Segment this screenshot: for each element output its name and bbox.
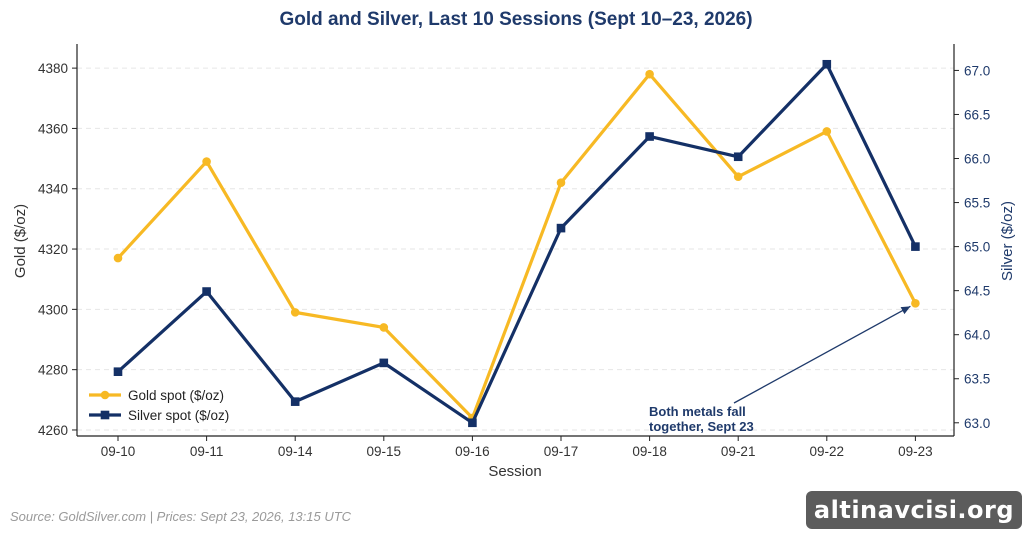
- x-tick-label: 09-14: [278, 444, 313, 459]
- data-point-gold: [911, 299, 920, 308]
- series-line-silver: [116, 62, 917, 425]
- data-point-silver: [113, 367, 123, 376]
- x-tick-label: 09-16: [455, 444, 490, 459]
- series-group: [113, 59, 920, 428]
- watermark-logo: altinavcisi.org: [806, 491, 1022, 529]
- x-tick-label: 09-21: [721, 444, 756, 459]
- annotation: Both metals fall together, Sept 23: [649, 305, 911, 434]
- data-point-silver: [202, 287, 211, 296]
- annotation-arrowhead: [900, 306, 911, 315]
- x-tick-label: 09-11: [190, 444, 224, 459]
- series-line-gold: [116, 72, 917, 420]
- y-tick-label-right: 65.5: [964, 196, 990, 211]
- y-tick-label-right: 65.0: [964, 240, 990, 255]
- annotation-line-2: together, Sept 23: [649, 419, 754, 434]
- legend: Gold spot ($/oz) Silver spot ($/oz): [89, 388, 229, 423]
- annotation-line-1: Both metals fall: [649, 404, 746, 419]
- y-tick-label-right: 66.5: [964, 107, 990, 122]
- legend-label: Gold spot ($/oz): [128, 388, 224, 403]
- data-point-silver: [468, 418, 477, 428]
- y-tick-label-left: 4280: [38, 363, 68, 378]
- chart-title: Gold and Silver, Last 10 Sessions (Sept …: [279, 9, 752, 30]
- data-point-silver: [290, 397, 300, 406]
- data-point-gold: [113, 253, 123, 263]
- x-tick-label: 09-17: [544, 444, 579, 459]
- data-point-gold: [290, 308, 300, 317]
- y-tick-label-right: 67.0: [964, 63, 990, 78]
- data-point-gold: [822, 127, 832, 136]
- data-point-gold: [202, 157, 211, 166]
- x-tick-label: 09-22: [810, 444, 845, 459]
- y-tick-label-left: 4360: [38, 121, 68, 136]
- y-tick-label-right: 64.0: [964, 328, 990, 343]
- source-note: Source: GoldSilver.com | Prices: Sept 23…: [10, 509, 352, 524]
- grid: [77, 67, 954, 431]
- data-point-silver: [822, 59, 832, 69]
- data-point-silver: [556, 223, 566, 233]
- y-tick-label-right: 63.5: [964, 372, 990, 387]
- y-tick-label-left: 4300: [38, 302, 68, 317]
- data-point-gold: [379, 323, 389, 332]
- y-tick-label-right: 64.5: [964, 284, 990, 299]
- x-tick-label: 09-18: [632, 444, 667, 459]
- legend-marker: [100, 390, 110, 400]
- x-tick-label: 09-23: [898, 444, 933, 459]
- y-tick-label-left: 4260: [38, 423, 68, 438]
- data-point-silver: [645, 132, 654, 141]
- legend-marker: [100, 410, 110, 420]
- y-axis-label-left: Gold ($/oz): [12, 204, 29, 278]
- ticks: 4260 4280 4300 4320 4340 4360 4380 63.0 63.5 64.0…: [38, 61, 990, 459]
- data-point-silver: [733, 152, 743, 162]
- x-axis-label: Session: [488, 463, 541, 480]
- data-point-silver: [911, 242, 920, 251]
- y-tick-label-left: 4320: [38, 242, 68, 257]
- data-point-gold: [645, 69, 654, 79]
- y-tick-label-left: 4340: [38, 182, 68, 197]
- legend-label: Silver spot ($/oz): [128, 408, 229, 423]
- axes: [76, 44, 955, 437]
- y-axis-label-right: Silver ($/oz): [999, 201, 1016, 281]
- data-point-gold: [556, 178, 566, 188]
- x-tick-label: 09-10: [101, 444, 136, 459]
- y-tick-label-right: 63.0: [964, 416, 990, 431]
- y-tick-label-left: 4380: [38, 61, 68, 76]
- annotation-arrow: [733, 305, 911, 404]
- data-point-silver: [379, 358, 389, 368]
- data-point-gold: [733, 172, 743, 181]
- y-tick-label-right: 66.0: [964, 152, 990, 167]
- x-tick-label: 09-15: [367, 444, 402, 459]
